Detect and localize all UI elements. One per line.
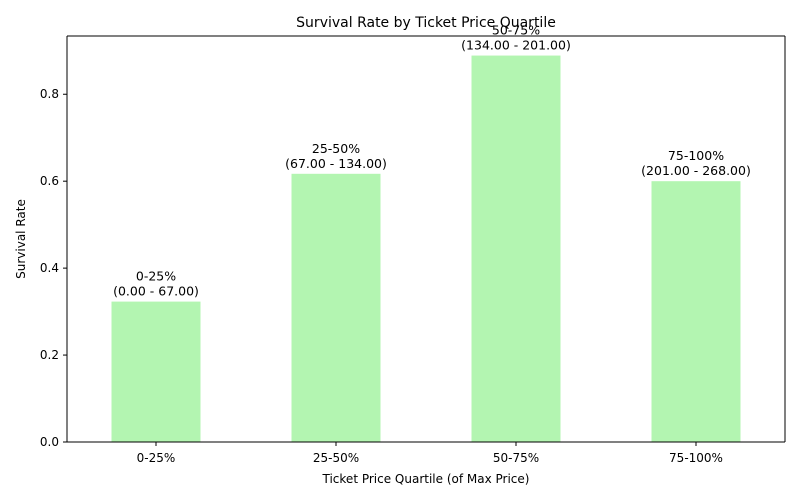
bar-label-line: 0-25%	[136, 269, 176, 284]
bar-label-line: (0.00 - 67.00)	[113, 284, 199, 299]
bar-75-100%	[651, 181, 741, 443]
bar-0-25%	[111, 301, 201, 442]
bar-50-75%	[471, 55, 561, 442]
bar-label-line: 25-50%	[312, 141, 360, 156]
y-tick-label: 0.0	[40, 435, 59, 449]
y-tick-label: 0.4	[40, 261, 59, 275]
y-axis-label: Survival Rate	[14, 199, 28, 279]
bar-label-line: (134.00 - 201.00)	[461, 38, 571, 53]
axes-layer: 0.0 0.2 0.4 0.6 0.8 0-25% 25-50% 50-75% 75-100%	[40, 35, 786, 465]
bar-label-line: (67.00 - 134.00)	[285, 156, 387, 171]
bar-label: 25-50% (67.00 - 134.00)	[285, 141, 387, 171]
bar-label: 50-75% (134.00 - 201.00)	[461, 23, 571, 53]
bar-25-50%	[291, 173, 381, 442]
bar-label-line: 50-75%	[492, 23, 540, 38]
x-tick-label: 0-25%	[137, 451, 176, 465]
chart-title: Survival Rate by Ticket Price Quartile	[296, 15, 556, 31]
bar-label-line: 75-100%	[668, 148, 724, 163]
bars-layer	[111, 55, 741, 443]
x-tick-label: 75-100%	[669, 451, 723, 465]
bar-label: 0-25% (0.00 - 67.00)	[113, 269, 199, 299]
bar-label: 75-100% (201.00 - 268.00)	[641, 148, 751, 178]
bar-label-line: (201.00 - 268.00)	[641, 163, 751, 178]
x-tick-label: 25-50%	[313, 451, 359, 465]
y-tick-label: 0.8	[40, 87, 59, 101]
y-tick-label: 0.6	[40, 174, 59, 188]
x-axis-label: Ticket Price Quartile (of Max Price)	[322, 472, 530, 486]
bar-labels-layer: 0-25% (0.00 - 67.00) 25-50% (67.00 - 134.00…	[113, 23, 751, 299]
y-tick-label: 0.2	[40, 348, 59, 362]
x-tick-label: 50-75%	[493, 451, 539, 465]
